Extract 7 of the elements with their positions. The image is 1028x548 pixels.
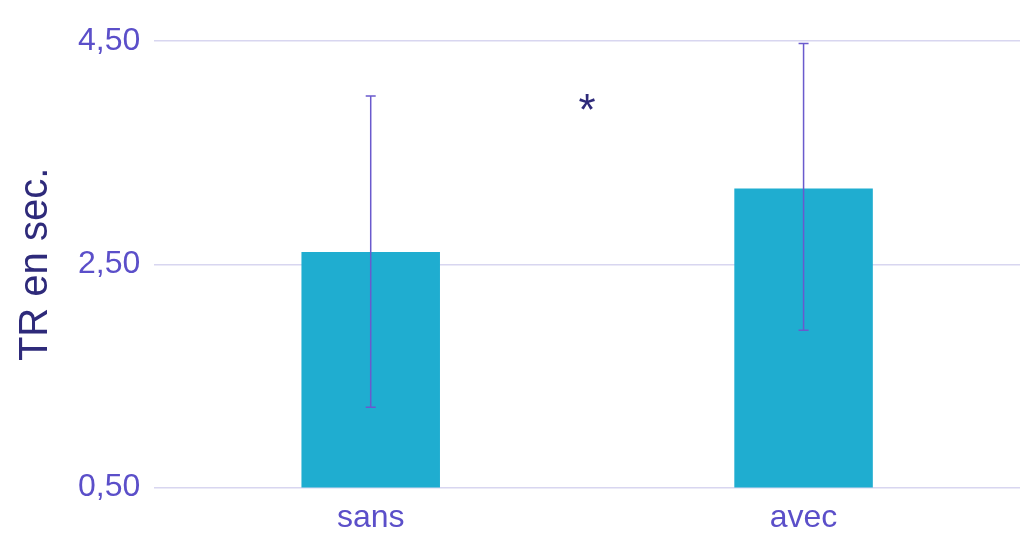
y-axis-title: TR en sec. xyxy=(11,167,56,362)
x-tick-label: sans xyxy=(336,497,405,534)
y-tick-label: 2,50 xyxy=(78,244,141,281)
x-tick-label: avec xyxy=(769,497,838,534)
y-tick-label: 0,50 xyxy=(78,467,141,504)
annotation: * xyxy=(578,84,596,134)
y-tick-label: 4,50 xyxy=(78,21,141,58)
